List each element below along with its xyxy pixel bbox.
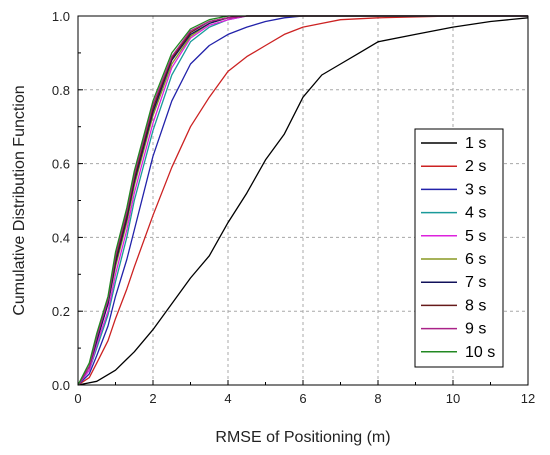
legend-entry: 9 s: [465, 321, 486, 338]
legend-entry: 4 s: [465, 205, 486, 222]
legend-entry: 1 s: [465, 135, 486, 152]
series-line: [77, 17, 529, 386]
series-line: [77, 15, 528, 386]
y-tick-label: 0.8: [52, 83, 70, 98]
legend-entry: 10 s: [465, 344, 495, 361]
legend-entry: 6 s: [465, 251, 486, 268]
axis-ticks: 0 2 4 6 8 10 12 0.0 0.2 0.4 0.6 0.8 1.0: [52, 9, 535, 406]
x-tick-label: 12: [521, 391, 535, 406]
y-tick-label: 1.0: [52, 9, 70, 24]
series-line: [77, 15, 528, 386]
legend-entry: 8 s: [465, 297, 486, 314]
legend-entry: 2 s: [465, 158, 486, 175]
series-line: [77, 15, 528, 386]
legend-box: [414, 128, 504, 368]
series-lines: [77, 15, 529, 386]
series-line: [77, 15, 528, 386]
x-axis-title: RMSE of Positioning (m): [215, 429, 390, 446]
x-tick-label: 6: [299, 391, 306, 406]
y-tick-label: 0.0: [52, 378, 70, 393]
legend-entry: 7 s: [465, 274, 486, 291]
legend-entry: 5 s: [465, 228, 486, 245]
legend-entry: 3 s: [465, 181, 486, 198]
y-axis-title: Cumulative Distribution Function: [11, 85, 28, 315]
x-tick-label: 10: [446, 391, 460, 406]
x-tick-label: 2: [149, 391, 156, 406]
y-tick-label: 0.6: [52, 157, 70, 172]
y-tick-label: 0.2: [52, 304, 70, 319]
series-line: [77, 15, 528, 386]
x-tick-label: 8: [374, 391, 381, 406]
y-tick-label: 0.4: [52, 230, 70, 245]
x-tick-label: 4: [224, 391, 231, 406]
legend: 1 s 2 s 3 s 4 s 5 s 6 s 7 s 8 s 9 s 10 s: [414, 128, 504, 368]
x-tick-label: 0: [74, 391, 81, 406]
